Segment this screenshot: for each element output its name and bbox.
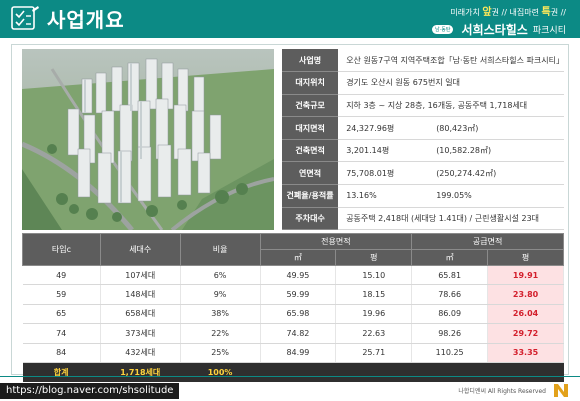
cell-sup-pyeong: 33.35	[487, 343, 564, 363]
brand-name: 서희스타힐스	[461, 23, 528, 37]
header-supply-area: 공급면적	[411, 233, 564, 250]
cell-ex-sqm: 74.82	[260, 323, 337, 344]
info-value-secondary: (80,423㎡)	[436, 123, 479, 133]
table-row: 74 373세대 22% 74.82 22.63 98.26 29.72	[22, 323, 564, 344]
total-ratio: 100%	[180, 362, 261, 383]
aerial-rendering-image	[22, 49, 274, 230]
cell-ex-pyeong: 22.63	[335, 323, 413, 344]
table-row: 84 432세대 25% 84.99 25.71 110.25 33.35	[22, 343, 564, 363]
info-value-secondary: 199.05%	[436, 191, 472, 201]
cell-ex-sqm: 65.98	[260, 304, 337, 325]
cell-type: 74	[22, 323, 101, 344]
cell-ex-sqm: 59.99	[260, 284, 337, 305]
info-label: 주차대수	[282, 207, 339, 231]
cell-sup-pyeong: 29.72	[487, 323, 564, 344]
cell-ratio: 38%	[180, 304, 261, 325]
table-row: 59 148세대 9% 59.99 18.15 78.66 23.80	[22, 284, 564, 305]
footer-divider	[0, 376, 580, 377]
company-logo-icon	[554, 384, 568, 397]
info-value: 13.16%	[346, 191, 377, 201]
cell-type: 84	[22, 343, 101, 363]
project-info-table: 사업명 오산 원동7구역 지역주택조합「남·동탄 서희스타힐스 파크시티」 대지…	[282, 49, 564, 231]
brand-sub: 파크시티	[532, 26, 566, 36]
info-row: 건폐율/용적률 13.16% 199.05%	[282, 184, 564, 208]
cell-sup-sqm: 86.09	[411, 304, 489, 325]
page-title: 사업개요	[47, 8, 125, 32]
info-label: 건축규모	[282, 94, 339, 118]
header-exclusive-area: 전용면적	[259, 233, 413, 250]
info-value: 오산 원동7구역 지역주택조합「남·동탄 서희스타힐스 파크시티」	[338, 49, 564, 73]
cell-ex-pyeong: 18.15	[335, 284, 413, 305]
info-value: 지하 3층 ~ 지상 28층, 16개동, 공동주택 1,718세대	[338, 94, 564, 118]
total-households: 1,718세대	[100, 362, 181, 383]
header-pyeong: 평	[335, 249, 413, 266]
cell-households: 107세대	[100, 265, 181, 286]
total-row: 합계 1,718세대 100%	[22, 362, 564, 383]
info-value-secondary: (10,582.28㎡)	[436, 146, 492, 156]
unit-type-table: 타입c 세대수 비율 전용면적 공급면적 ㎡ 평 ㎡ 평 49 107세대 6%…	[22, 233, 564, 383]
info-row: 건축규모 지하 3층 ~ 지상 28층, 16개동, 공동주택 1,718세대	[282, 94, 564, 118]
info-label: 사업명	[282, 49, 339, 73]
info-row: 주차대수 공동주택 2,418대 (세대당 1.41대) / 근린생활시설 23…	[282, 207, 564, 231]
info-value: 24,327.96평	[346, 123, 395, 133]
cell-type: 59	[22, 284, 101, 305]
cell-type: 49	[22, 265, 101, 286]
table-row: 49 107세대 6% 49.95 15.10 65.81 19.91	[22, 265, 564, 286]
info-label: 대지위치	[282, 71, 339, 95]
table-row: 65 658세대 38% 65.98 19.96 86.09 26.04	[22, 304, 564, 325]
copyright-text: 나합디엔씨 All Rights Reserved	[458, 388, 546, 395]
cell-ex-pyeong: 19.96	[335, 304, 413, 325]
info-row: 대지면적 24,327.96평 (80,423㎡)	[282, 116, 564, 140]
info-value: 공동주택 2,418대 (세대당 1.41대) / 근린생활시설 23대	[338, 207, 564, 231]
info-row: 건축면적 3,201.14평 (10,582.28㎡)	[282, 139, 564, 163]
info-row: 대지위치 경기도 오산시 원동 675번지 일대	[282, 71, 564, 95]
info-value: 75,708.01평	[346, 168, 395, 178]
cell-households: 373세대	[100, 323, 181, 344]
header-pyeong: 평	[487, 249, 564, 266]
cell-sup-pyeong: 26.04	[487, 304, 564, 325]
cell-sup-sqm: 65.81	[411, 265, 489, 286]
header-ratio: 비율	[179, 233, 261, 266]
cell-households: 658세대	[100, 304, 181, 325]
cell-sup-sqm: 110.25	[411, 343, 489, 363]
cell-ratio: 22%	[180, 323, 261, 344]
header-sqm: ㎡	[259, 249, 337, 266]
cell-sup-sqm: 98.26	[411, 323, 489, 344]
header-households: 세대수	[99, 233, 181, 266]
cell-ex-pyeong: 15.10	[335, 265, 413, 286]
header-bar: 사업개요 미래가치 앞권 // 내집마련 특권 // 남·동탄 서희스타힐스 파…	[0, 0, 580, 38]
info-row: 사업명 오산 원동7구역 지역주택조합「남·동탄 서희스타힐스 파크시티」	[282, 49, 564, 73]
info-label: 연면적	[282, 161, 339, 186]
info-value-secondary: (250,274.42㎡)	[436, 168, 497, 178]
header-type: 타입c	[22, 233, 101, 266]
cell-ratio: 9%	[180, 284, 261, 305]
total-label: 합계	[22, 362, 101, 383]
info-label: 건폐율/용적률	[282, 184, 339, 208]
info-value: 경기도 오산시 원동 675번지 일대	[338, 71, 564, 95]
info-value: 3,201.14평	[346, 146, 390, 156]
checklist-icon	[11, 6, 39, 30]
tagline: 미래가치 앞권 // 내집마련 특권 //	[450, 7, 566, 18]
brand-logo: 남·동탄 서희스타힐스 파크시티	[432, 19, 566, 38]
cell-ex-pyeong: 25.71	[335, 343, 413, 363]
cell-sup-sqm: 78.66	[411, 284, 489, 305]
brand-pill: 남·동탄	[432, 25, 454, 34]
info-label: 대지면적	[282, 116, 339, 140]
cell-households: 148세대	[100, 284, 181, 305]
info-row: 연면적 75,708.01평 (250,274.42㎡)	[282, 161, 564, 186]
cell-sup-pyeong: 23.80	[487, 284, 564, 305]
info-label: 건축면적	[282, 139, 339, 163]
cell-type: 65	[22, 304, 101, 325]
cell-ratio: 6%	[180, 265, 261, 286]
cell-ex-sqm: 84.99	[260, 343, 337, 363]
cell-households: 432세대	[100, 343, 181, 363]
cell-sup-pyeong: 19.91	[487, 265, 564, 286]
blog-url-link[interactable]: https://blog.naver.com/shsolitude	[0, 383, 180, 399]
cell-ratio: 25%	[180, 343, 261, 363]
cell-ex-sqm: 49.95	[260, 265, 337, 286]
header-sqm: ㎡	[411, 249, 489, 266]
